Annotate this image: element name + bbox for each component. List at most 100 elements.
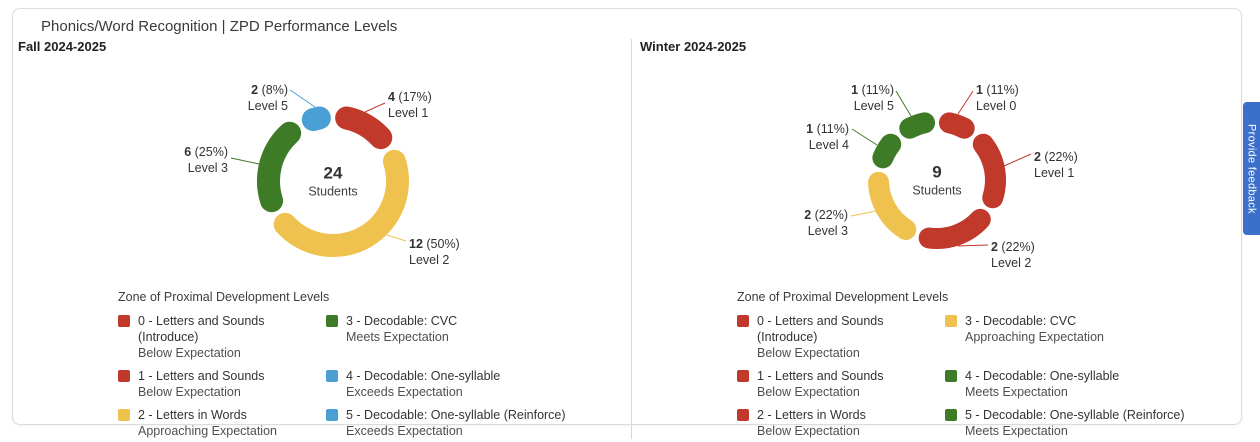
legend-item-1: 1 - Letters and Sounds Below Expectation <box>737 368 945 400</box>
leader-line-level-3 <box>230 157 260 165</box>
legend-name: 5 - Decodable: One-syllable (Reinforce) <box>965 408 1185 422</box>
data-label-level-1: 2 (22%) Level 1 <box>1034 150 1078 180</box>
legend-swatch <box>945 370 957 382</box>
panel-fall: Fall 2024-2025 24 Students 4 (17%) Level … <box>13 39 631 439</box>
legend-item-3: 3 - Decodable: CVC Approaching Expectatio… <box>945 313 1255 361</box>
legend-name: 1 - Letters and Sounds <box>757 369 884 383</box>
provide-feedback-button[interactable]: Provide feedback <box>1243 102 1260 235</box>
leader-line-level-3 <box>850 210 877 217</box>
data-label-level-5: 1 (11%) Level 5 <box>851 83 894 113</box>
legend-name: 1 - Letters and Sounds <box>138 369 265 383</box>
donut-segment-level-1[interactable] <box>972 133 1006 209</box>
performance-levels-card: Phonics/Word Recognition | ZPD Performan… <box>12 8 1242 439</box>
student-unit-label: Students <box>308 184 358 199</box>
data-label-level-0: 1 (11%) Level 0 <box>976 83 1019 113</box>
legend-title: Zone of Proximal Development Levels <box>118 290 330 304</box>
legend-status: Exceeds Expectation <box>346 385 463 399</box>
donut-center-label: 9 Students <box>912 163 961 198</box>
data-label-level-3: 6 (25%) Level 3 <box>184 145 228 175</box>
legend-swatch <box>326 370 338 382</box>
legend-item-1: 1 - Letters and Sounds Below Expectation <box>118 368 326 400</box>
legend-swatch <box>945 409 957 421</box>
winter-donut-svg <box>850 90 1032 249</box>
leader-line-level-5 <box>895 90 912 117</box>
legend-swatch <box>737 315 749 327</box>
student-count: 24 <box>323 163 343 183</box>
data-label-level-2: 2 (22%) Level 2 <box>991 240 1035 270</box>
donut-segment-level-3[interactable] <box>257 121 302 213</box>
leader-line-level-1 <box>364 102 386 113</box>
leader-line-level-2 <box>957 244 989 247</box>
leader-line-level-2 <box>386 234 407 242</box>
fall-donut-svg <box>230 89 409 257</box>
legend-name: 0 - Letters and Sounds (Introduce) <box>757 314 884 344</box>
data-label-level-4: 1 (11%) Level 4 <box>806 122 849 152</box>
fall-legend: Zone of Proximal Development Levels 0 - … <box>118 290 631 439</box>
legend-status: Below Expectation <box>757 385 860 399</box>
legend-status: Meets Expectation <box>965 385 1068 399</box>
legend-swatch <box>118 370 130 382</box>
leader-line-level-5 <box>289 89 316 108</box>
leader-line-level-1 <box>1003 153 1032 167</box>
leader-line-level-4 <box>851 128 878 146</box>
legend-name: 4 - Decodable: One-syllable <box>346 369 501 383</box>
legend-swatch <box>326 315 338 327</box>
legend-status: Below Expectation <box>757 424 860 438</box>
legend-status: Meets Expectation <box>346 330 449 344</box>
legend-swatch <box>118 409 130 421</box>
data-label-level-1: 4 (17%) Level 1 <box>388 90 432 120</box>
legend-status: Approaching Expectation <box>138 424 277 438</box>
fall-donut-chart: 24 Students 4 (17%) Level 1 12 (50%) Level … <box>13 59 628 287</box>
winter-legend-grid: 0 - Letters and Sounds (Introduce) Below … <box>737 313 1241 439</box>
legend-item-4: 4 - Decodable: One-syllable Meets Expecta… <box>945 368 1255 400</box>
legend-item-4: 4 - Decodable: One-syllable Exceeds Expec… <box>326 368 636 400</box>
donut-segment-level-2[interactable] <box>918 208 991 249</box>
winter-donut-chart: 9 Students 1 (11%) Level 0 2 (22%) Level 1 2… <box>632 59 1247 287</box>
legend-status: Exceeds Expectation <box>346 424 463 438</box>
data-label-level-3: 2 (22%) Level 3 <box>804 208 848 238</box>
legend-item-2: 2 - Letters in Words Below Expectation <box>737 407 945 439</box>
legend-swatch <box>945 315 957 327</box>
data-label-level-5: 2 (8%) Level 5 <box>247 83 288 113</box>
legend-item-0: 0 - Letters and Sounds (Introduce) Below … <box>118 313 326 361</box>
legend-status: Meets Expectation <box>965 424 1068 438</box>
winter-period-label: Winter 2024-2025 <box>640 39 747 54</box>
chart-panels: Fall 2024-2025 24 Students 4 (17%) Level … <box>13 39 1241 439</box>
legend-swatch <box>326 409 338 421</box>
leader-line-level-0 <box>957 90 974 115</box>
winter-legend: Zone of Proximal Development Levels 0 - … <box>737 290 1241 439</box>
legend-status: Below Expectation <box>138 346 241 360</box>
legend-name: 3 - Decodable: CVC <box>965 314 1077 328</box>
legend-item-5: 5 - Decodable: One-syllable (Reinforce) M… <box>945 407 1255 439</box>
student-unit-label: Students <box>912 183 962 198</box>
legend-item-3: 3 - Decodable: CVC Meets Expectation <box>326 313 636 361</box>
legend-name: 2 - Letters in Words <box>757 408 866 422</box>
legend-name: 0 - Letters and Sounds (Introduce) <box>138 314 265 344</box>
legend-name: 3 - Decodable: CVC <box>346 314 458 328</box>
donut-segment-level-5[interactable] <box>899 112 936 139</box>
legend-swatch <box>737 370 749 382</box>
legend-title: Zone of Proximal Development Levels <box>737 290 949 304</box>
legend-item-0: 0 - Letters and Sounds (Introduce) Below … <box>737 313 945 361</box>
panel-winter: Winter 2024-2025 9 Students 1 (11%) Level… <box>631 39 1241 439</box>
legend-name: 4 - Decodable: One-syllable <box>965 369 1120 383</box>
fall-legend-grid: 0 - Letters and Sounds (Introduce) Below … <box>118 313 631 439</box>
donut-segment-level-5[interactable] <box>301 106 331 132</box>
legend-swatch <box>737 409 749 421</box>
page-title: Phonics/Word Recognition | ZPD Performan… <box>41 18 398 35</box>
data-label-level-2: 12 (50%) Level 2 <box>409 237 460 267</box>
donut-center-label: 24 Students <box>308 164 357 199</box>
student-count: 9 <box>932 162 942 182</box>
donut-segment-level-2[interactable] <box>273 149 409 257</box>
legend-item-5: 5 - Decodable: One-syllable (Reinforce) E… <box>326 407 636 439</box>
donut-segment-level-0[interactable] <box>938 112 975 139</box>
donut-segment-level-1[interactable] <box>335 106 393 150</box>
legend-status: Approaching Expectation <box>965 330 1104 344</box>
donut-segment-level-4[interactable] <box>872 133 902 169</box>
legend-name: 2 - Letters in Words <box>138 408 247 422</box>
donut-segment-level-3[interactable] <box>868 171 917 240</box>
legend-item-2: 2 - Letters in Words Approaching Expectat… <box>118 407 326 439</box>
legend-status: Below Expectation <box>757 346 860 360</box>
fall-period-label: Fall 2024-2025 <box>18 39 107 54</box>
legend-name: 5 - Decodable: One-syllable (Reinforce) <box>346 408 566 422</box>
